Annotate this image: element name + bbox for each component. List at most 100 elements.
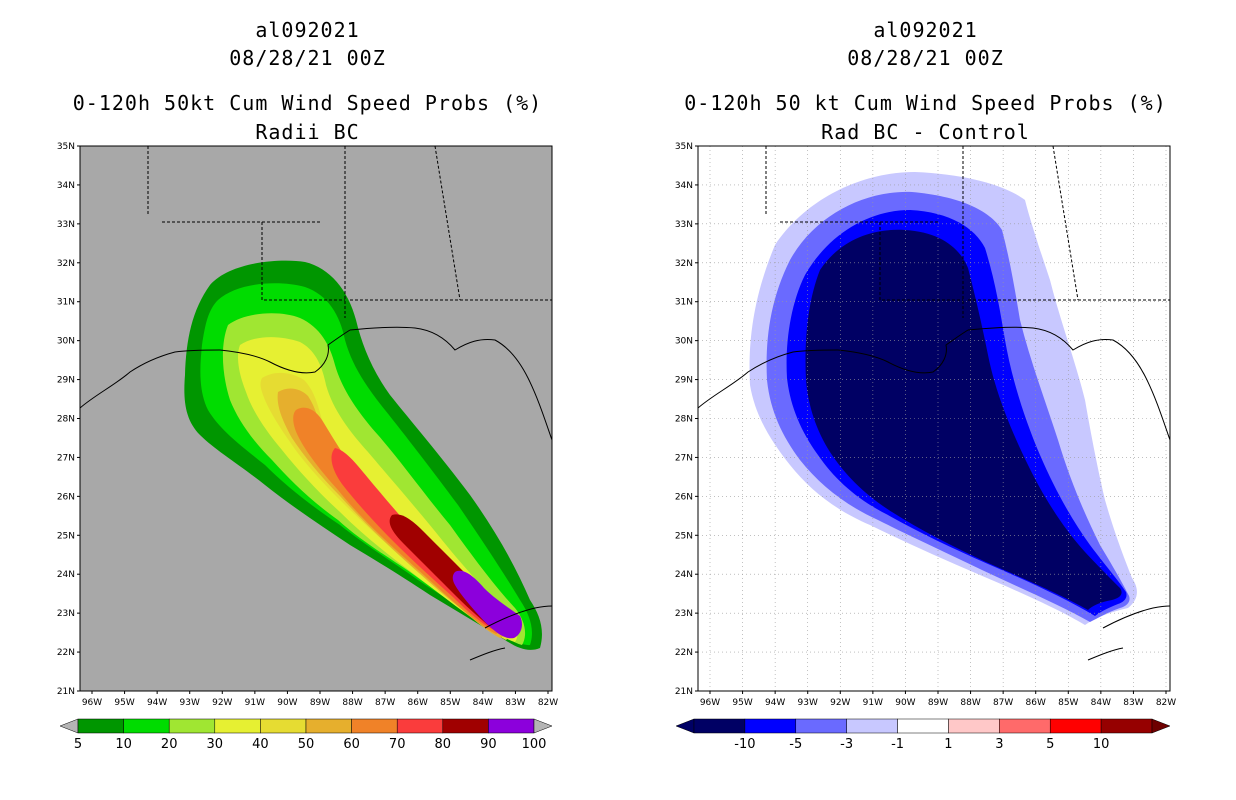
- right-lon-label: 82W: [1156, 698, 1176, 708]
- right-title-storm-id: al092021: [873, 18, 978, 42]
- left-lon-label: 87W: [375, 698, 395, 708]
- right-colorbar-label: 1: [944, 737, 952, 752]
- right-colorbar-label: -1: [891, 737, 904, 752]
- left-coastlines: [80, 146, 552, 661]
- left-colorbar-label: 10: [115, 737, 132, 752]
- right-lon-label: 89W: [928, 698, 948, 708]
- right-colorbar-label: -10: [734, 737, 755, 752]
- right-lat-label: 21N: [675, 687, 693, 697]
- left-lat-label: 30N: [57, 337, 75, 347]
- left-colorbar-label: 5: [74, 737, 82, 752]
- left-lon-label: 83W: [505, 698, 525, 708]
- left-colorbar-swatch: [168, 718, 216, 734]
- left-lat-label: 33N: [57, 220, 75, 230]
- right-colorbar-swatch: [1049, 718, 1102, 734]
- left-colorbar: 5 10 20 30 40 50 60 70 80 90 100: [59, 718, 553, 752]
- left-lat-label: 26N: [57, 492, 75, 502]
- left-lon-label: 85W: [440, 698, 460, 708]
- left-lon-label: 86W: [408, 698, 428, 708]
- right-title-product: 0-120h 50 kt Cum Wind Speed Probs (%): [684, 91, 1167, 115]
- left-probability-shading: [184, 260, 542, 650]
- right-texas-coast: [698, 349, 839, 409]
- right-lat-label: 29N: [675, 376, 693, 386]
- left-lon-label: 82W: [538, 698, 558, 708]
- right-colorbar-swatch: [1100, 718, 1153, 734]
- left-lat-label: 34N: [57, 181, 75, 191]
- right-lon-label: 83W: [1123, 698, 1143, 708]
- right-lat-label: 35N: [675, 142, 693, 152]
- right-colorbar-below-arrow: [675, 718, 695, 734]
- right-difference-shading: [749, 172, 1137, 625]
- left-lon-label: 90W: [277, 698, 297, 708]
- right-state-borders: [765, 146, 1170, 318]
- left-map: 21N 22N 23N 24N 25N 26N 27N 28N 29N 30N 31N 32N 33N 3…: [57, 142, 558, 752]
- right-lat-label: 24N: [675, 570, 693, 580]
- right-lon-label: 94W: [765, 698, 785, 708]
- left-colorbar-swatch: [260, 718, 307, 734]
- left-colorbar-label: 80: [435, 737, 452, 752]
- right-title-subtitle: Rad BC - Control: [821, 120, 1030, 144]
- right-cuba: [1087, 605, 1170, 661]
- left-colorbar-label: 100: [522, 737, 547, 752]
- left-lat-label: 32N: [57, 259, 75, 269]
- left-colorbar-swatch: [214, 718, 261, 734]
- left-title-date: 08/28/21 00Z: [229, 46, 386, 70]
- left-gulf-coast: [349, 326, 552, 441]
- left-colorbar-swatch: [396, 718, 444, 734]
- left-lat-label: 29N: [57, 376, 75, 386]
- right-map: 21N 22N 23N 24N 25N 26N 27N 28N 29N 30N 31N 32N 33N 3…: [675, 142, 1176, 752]
- left-lon-label: 93W: [180, 698, 200, 708]
- left-colorbar-swatch: [77, 718, 124, 734]
- right-colorbar-swatch: [846, 718, 898, 734]
- right-lat-label: 27N: [675, 453, 693, 463]
- right-lat-label: 22N: [675, 648, 693, 658]
- left-colorbar-label: 60: [343, 737, 360, 752]
- right-lon-label: 85W: [1058, 698, 1078, 708]
- right-lon-label: 87W: [993, 698, 1013, 708]
- right-title-date: 08/28/21 00Z: [847, 46, 1004, 70]
- left-lon-label: 95W: [114, 698, 134, 708]
- left-title-subtitle: Radii BC: [255, 120, 360, 144]
- left-lon-label: 96W: [82, 698, 102, 708]
- prob-90-contour: [452, 570, 522, 639]
- left-colorbar-label: 70: [389, 737, 406, 752]
- left-lon-label: 84W: [473, 698, 493, 708]
- right-lat-label: 30N: [675, 337, 693, 347]
- right-colorbar-label: 3: [995, 737, 1003, 752]
- left-colorbar-label: 20: [161, 737, 178, 752]
- right-lat-label: 34N: [675, 181, 693, 191]
- left-lat-label: 24N: [57, 570, 75, 580]
- left-colorbar-swatch: [123, 718, 170, 734]
- left-colorbar-above-arrow: [533, 718, 553, 734]
- left-texas-coast: [80, 349, 221, 409]
- left-colorbar-swatch: [442, 718, 489, 734]
- right-colorbar-label: 5: [1046, 737, 1054, 752]
- right-colorbar-swatch: [744, 718, 797, 734]
- right-louisiana-coast: [837, 329, 969, 374]
- right-lon-label: 84W: [1091, 698, 1111, 708]
- right-colorbar-swatch: [999, 718, 1051, 734]
- right-lat-label: 32N: [675, 259, 693, 269]
- left-colorbar-label: 30: [207, 737, 224, 752]
- left-lat-label: 27N: [57, 453, 75, 463]
- right-lat-label: 26N: [675, 492, 693, 502]
- right-lon-label: 90W: [895, 698, 915, 708]
- left-lon-label: 91W: [245, 698, 265, 708]
- right-colorbar-label: -3: [840, 737, 853, 752]
- left-title-product: 0-120h 50kt Cum Wind Speed Probs (%): [72, 91, 543, 115]
- left-colorbar-swatch: [351, 718, 398, 734]
- right-lat-label: 31N: [675, 298, 693, 308]
- left-lon-label: 94W: [147, 698, 167, 708]
- right-lat-label: 28N: [675, 415, 693, 425]
- right-colorbar-label: -5: [789, 737, 802, 752]
- left-state-borders: [147, 146, 552, 318]
- right-gridlines: [698, 146, 1170, 691]
- right-lat-label: 33N: [675, 220, 693, 230]
- right-axis-ticks: 21N 22N 23N 24N 25N 26N 27N 28N 29N 30N 31N 32N 33N 3…: [675, 142, 1176, 708]
- right-colorbar-above-arrow: [1151, 718, 1171, 734]
- left-lat-label: 23N: [57, 609, 75, 619]
- right-lon-label: 86W: [1026, 698, 1046, 708]
- right-colorbar: -10 -5 -3 -1 1 3 5 10: [675, 718, 1171, 752]
- right-lon-label: 92W: [830, 698, 850, 708]
- left-cuba: [469, 605, 552, 661]
